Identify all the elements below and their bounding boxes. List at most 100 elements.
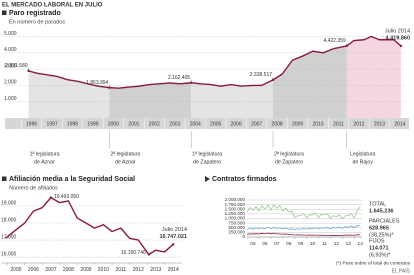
chart-title: Paro registrado bbox=[9, 10, 61, 17]
y-tick-label: 1.750.000 bbox=[225, 202, 246, 207]
chart-title: Contratos firmados bbox=[212, 176, 277, 183]
x-tick-label: 2010 bbox=[312, 121, 323, 127]
line bbox=[246, 204, 361, 220]
x-tick-label: 2008 bbox=[63, 267, 74, 273]
value-label: 628.965 bbox=[369, 225, 389, 231]
value-label: 2.338.517 bbox=[250, 72, 272, 78]
value-label: 19.493.050 bbox=[54, 194, 79, 200]
y-tick-label: 0 bbox=[242, 234, 245, 239]
x-tick-label: 12 bbox=[334, 241, 340, 247]
value-label: 1.863.994 bbox=[86, 80, 108, 86]
period-label: de Zapatero bbox=[275, 159, 303, 165]
value-label: 114.071 bbox=[369, 245, 389, 251]
chart-subtitle: En número de parados bbox=[9, 19, 65, 25]
x-tick-label: 11 bbox=[322, 241, 327, 247]
x-tick-label: 05 bbox=[250, 241, 256, 247]
y-tick-label: 2.000 bbox=[4, 80, 17, 86]
y-tick-label: 16.000 bbox=[1, 251, 17, 257]
period-label: 2ª legislatura bbox=[274, 151, 304, 157]
x-tick-label: 2005 bbox=[10, 267, 21, 273]
x-tick-label: 2012 bbox=[353, 121, 364, 127]
x-tick-label: 2010 bbox=[98, 267, 109, 273]
x-tick-label: 2014 bbox=[394, 121, 405, 127]
line bbox=[246, 232, 361, 236]
x-tick-label: 2005 bbox=[210, 121, 221, 127]
value-label: 16.150.746 bbox=[121, 250, 146, 256]
end-note: Julio 2014 bbox=[162, 227, 187, 233]
x-tick-label: 2009 bbox=[292, 121, 303, 127]
value-label: 4.419.860 bbox=[386, 35, 410, 41]
x-tick-label: 2007 bbox=[251, 121, 262, 127]
y-tick-label: 4.000 bbox=[4, 47, 17, 53]
value-label: 16.747.021 bbox=[159, 234, 187, 240]
x-tick-label: 09 bbox=[298, 241, 304, 247]
x-tick-label: 2012 bbox=[133, 267, 144, 273]
x-tick-label: 2003 bbox=[169, 121, 180, 127]
x-tick-label: 2001 bbox=[128, 121, 139, 127]
point bbox=[399, 44, 403, 48]
period-label: 1ª legislatura bbox=[30, 151, 60, 157]
y-tick-label: 3.000 bbox=[4, 63, 17, 69]
y-tick-label: 5.000 bbox=[4, 31, 17, 37]
y-tick-label: 1.500.000 bbox=[225, 206, 246, 211]
value-label: 4.422.359 bbox=[323, 38, 345, 44]
x-tick-label: 2009 bbox=[80, 267, 91, 273]
x-tick-label: 2007 bbox=[45, 267, 56, 273]
y-tick-label: 250.000 bbox=[228, 230, 245, 235]
value-label: 2.891.580 bbox=[5, 63, 27, 69]
bullet bbox=[205, 176, 210, 182]
y-tick-label: 1.250.000 bbox=[225, 211, 246, 216]
x-tick-label: 08 bbox=[286, 241, 292, 247]
x-tick-label: 1996 bbox=[26, 121, 37, 127]
y-tick-label: 2.000.000 bbox=[225, 197, 246, 202]
legend-label: FIJOS bbox=[369, 238, 385, 244]
value-label: 2.162.405 bbox=[168, 75, 190, 81]
x-tick-label: 13 bbox=[346, 241, 352, 247]
x-tick-label: 1997 bbox=[46, 121, 57, 127]
x-tick-label: 2014 bbox=[168, 267, 179, 273]
share-label: (38,25%)* bbox=[369, 232, 394, 238]
x-tick-label: 2000 bbox=[108, 121, 119, 127]
chart-title: Afiliación media a la Seguridad Social bbox=[9, 176, 135, 183]
x-tick-label: 2013 bbox=[374, 121, 385, 127]
period-label: de Aznar bbox=[115, 159, 136, 165]
period-fills bbox=[28, 36, 401, 118]
period-label: de Rajoy bbox=[352, 159, 373, 165]
bullet bbox=[2, 10, 7, 15]
x-tick-label: 2011 bbox=[333, 121, 344, 127]
x-tick-label: 1998 bbox=[67, 121, 78, 127]
period-label: Legislatura bbox=[350, 151, 375, 157]
legend-label: TOTAL bbox=[369, 201, 386, 207]
y-tick-label: 1.000 bbox=[4, 96, 17, 102]
period-label: 1ª legislatura bbox=[192, 151, 222, 157]
x-tick-label: 07 bbox=[274, 241, 280, 247]
x-tick-label: 06 bbox=[262, 241, 268, 247]
point bbox=[49, 196, 53, 199]
source: EL PAÍS bbox=[392, 267, 411, 274]
x-tick-label: 10 bbox=[310, 241, 316, 247]
period-band bbox=[28, 36, 110, 118]
x-tick-label: 2011 bbox=[115, 267, 126, 273]
line bbox=[28, 35, 402, 89]
y-tick-label: 750.000 bbox=[228, 220, 245, 225]
y-tick-label: 19.000 bbox=[1, 200, 17, 206]
main-title: EL MERCADO LABORAL EN JULIO bbox=[2, 3, 103, 9]
x-tick-label: 2006 bbox=[28, 267, 39, 273]
line bbox=[246, 224, 361, 230]
footnote: (*) Peso sobre el total de contratos bbox=[336, 260, 410, 266]
bullet bbox=[2, 176, 7, 181]
end-note: Julio 2014 bbox=[385, 28, 410, 34]
y-tick-label: 500.000 bbox=[228, 225, 245, 230]
chart-subtitle: Número de afiliados bbox=[9, 185, 58, 191]
x-tick-label: 2006 bbox=[231, 121, 242, 127]
x-tick-label: 2004 bbox=[190, 121, 201, 127]
point bbox=[189, 81, 193, 84]
period-label: 2ª legislatura bbox=[110, 151, 140, 157]
line bbox=[5, 196, 174, 256]
y-tick-label: 18.000 bbox=[1, 217, 17, 223]
point bbox=[172, 243, 175, 246]
x-axis-band bbox=[5, 118, 409, 129]
x-tick-label: 2008 bbox=[272, 121, 283, 127]
x-tick-label: 2002 bbox=[149, 121, 160, 127]
